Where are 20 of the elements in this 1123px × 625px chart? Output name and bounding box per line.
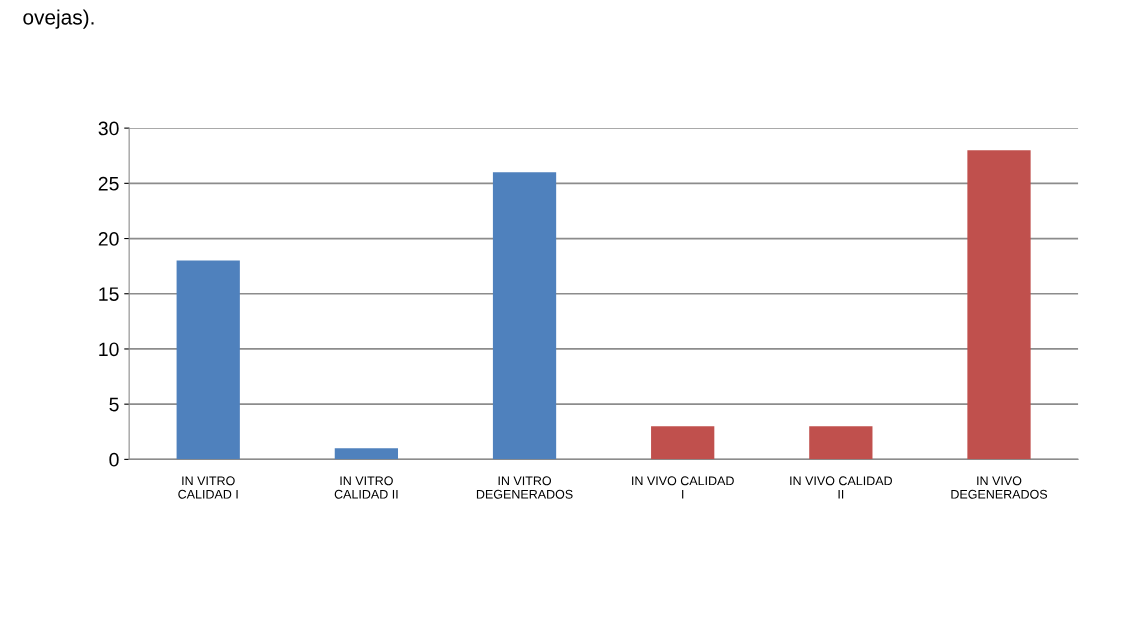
x-tick-label: IN VIVO CALIDAD I bbox=[632, 476, 734, 499]
text: ovejas). bbox=[23, 9, 94, 29]
y-tick-label: 5 bbox=[109, 397, 119, 412]
x-tick-label: IN VITRO DEGENERADOS bbox=[476, 476, 573, 499]
bar bbox=[651, 426, 715, 460]
x-tick-label: IN VIVO DEGENERADOS bbox=[951, 476, 1048, 499]
bar bbox=[492, 172, 557, 460]
x-tick-label: IN VIVO CALIDAD II bbox=[790, 476, 892, 499]
bar bbox=[967, 150, 1031, 460]
y-tick-label: 25 bbox=[98, 176, 119, 191]
bar bbox=[176, 260, 240, 460]
bar bbox=[334, 448, 399, 460]
y-tick-label: 30 bbox=[98, 121, 119, 136]
y-tick-label: 15 bbox=[99, 287, 119, 301]
y-tick-label: 0 bbox=[109, 452, 119, 467]
x-tick-label: IN VITRO CALIDAD II bbox=[334, 476, 398, 499]
x-tick-label: IN VITRO CALIDAD I bbox=[178, 476, 238, 499]
bar bbox=[809, 426, 873, 460]
y-tick-label: 10 bbox=[99, 342, 119, 357]
y-tick-label: 20 bbox=[98, 232, 119, 246]
